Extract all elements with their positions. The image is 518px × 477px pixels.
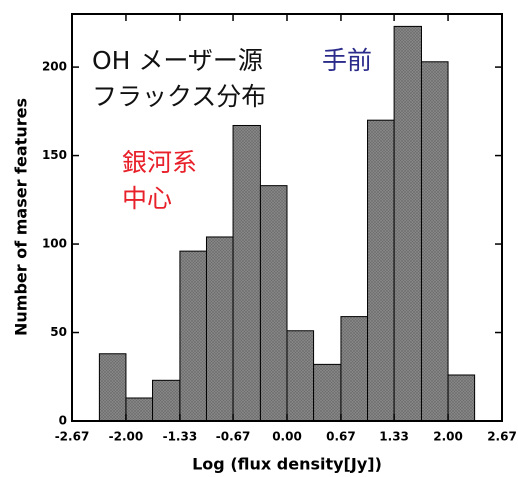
annotation: OH メーザー源 [92, 46, 263, 75]
y-tick-label: 0 [59, 414, 67, 428]
annotation: 銀河系 [122, 148, 197, 177]
histogram-bar [98, 353, 127, 422]
annotation: フラックス分布 [92, 82, 266, 111]
histogram-bar [179, 250, 207, 422]
x-tick-label: -2.67 [55, 430, 90, 444]
histogram-bar [152, 379, 181, 422]
histogram-bar [259, 185, 288, 422]
histogram-bar [125, 397, 154, 422]
annotation: 中心 [122, 184, 172, 213]
histogram-bar [340, 316, 369, 422]
x-tick-label: 0.67 [326, 430, 356, 444]
histogram-bar [205, 236, 234, 422]
x-tick-label: -1.33 [163, 430, 198, 444]
y-tick-label: 50 [50, 325, 67, 339]
x-tick-label: 1.33 [379, 430, 409, 444]
x-tick-label: -2.00 [109, 430, 144, 444]
histogram-bar [286, 330, 315, 422]
y-tick-label: 200 [42, 60, 67, 74]
histogram-bar [313, 363, 342, 422]
x-tick-label: 2.67 [487, 430, 517, 444]
histogram-bar [367, 119, 395, 422]
y-tick-label: 100 [42, 237, 67, 251]
y-tick-label: 150 [42, 148, 67, 162]
annotation: 手前 [322, 46, 372, 75]
x-tick-label: 0.00 [272, 430, 302, 444]
x-tick-label: 2.00 [433, 430, 463, 444]
histogram-bar [232, 124, 261, 422]
histogram-bar [420, 61, 449, 422]
histogram-bar [447, 374, 476, 422]
x-tick-label: -0.67 [216, 430, 251, 444]
x-axis-label: Log (flux density[Jy]) [192, 455, 382, 474]
y-axis-label: Number of maser features [12, 98, 31, 336]
histogram-bar [393, 25, 422, 422]
